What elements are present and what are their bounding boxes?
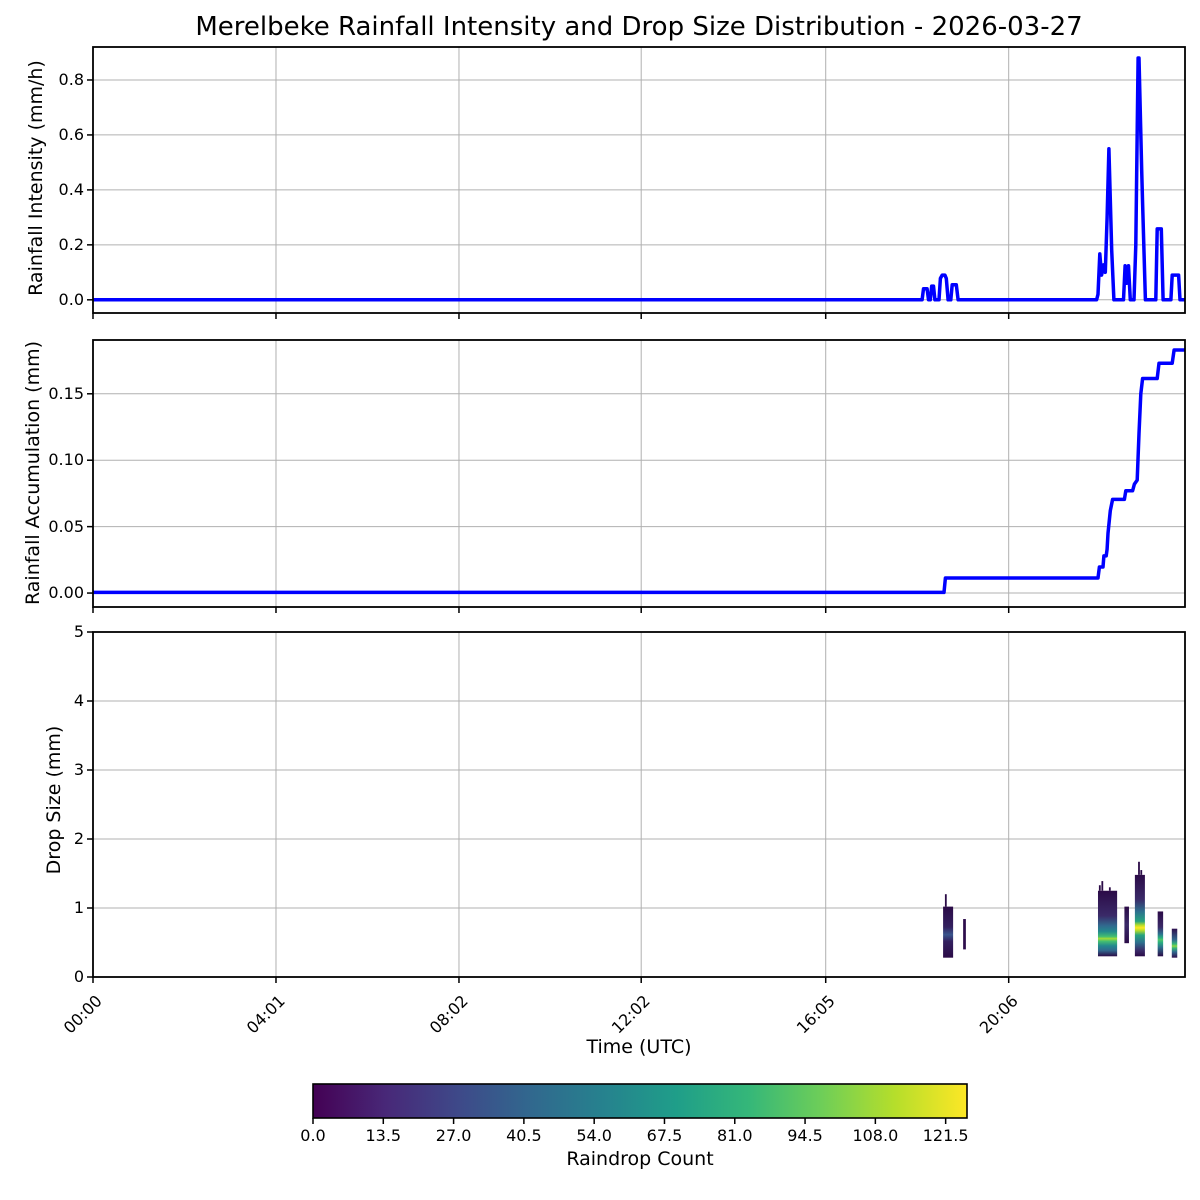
heatmap-spike: [1108, 887, 1111, 891]
y-tick-label: 0.10: [48, 450, 84, 470]
heatmap-spike: [1140, 870, 1143, 875]
y-tick-label: 0.00: [48, 583, 84, 603]
plot-border: [92, 46, 1186, 314]
plot-border: [92, 339, 1186, 608]
heatmap-patch: [943, 906, 954, 958]
heatmap-patch: [1124, 906, 1129, 944]
y-tick-label: 4: [73, 691, 84, 710]
y-tick-label: 0.4: [58, 179, 84, 199]
heatmap-spike: [944, 894, 947, 907]
rainfall-intensity-line: [93, 56, 1185, 302]
y-tick-label: 2: [73, 829, 84, 848]
colorbar-tick-label: 0.0: [300, 1126, 326, 1145]
colorbar-tick-label: 81.0: [716, 1126, 753, 1145]
y-tick-label: 0.05: [48, 516, 84, 536]
y-tick-label: 0.2: [58, 234, 84, 254]
colorbar-tick-label: 27.0: [435, 1126, 472, 1145]
rainfall-accumulation-line: [93, 348, 1185, 595]
plot-border: [92, 631, 1186, 978]
y-tick-label: 0.8: [58, 69, 84, 89]
colorbar-tick-label: 40.5: [506, 1126, 542, 1145]
heatmap-patch: [1157, 911, 1164, 957]
colorbar-tick-label: 67.5: [646, 1126, 683, 1145]
colorbar-label: Raindrop Count: [566, 1148, 714, 1170]
heatmap-spike: [1098, 885, 1101, 891]
heatmap-patch: [1134, 874, 1145, 957]
y-tick-label: 0.15: [48, 383, 84, 403]
colorbar-border: [312, 1083, 968, 1119]
heatmap-patch: [1171, 928, 1178, 958]
heatmap-patch: [1097, 890, 1118, 957]
x-axis-label: Time (UTC): [586, 1036, 692, 1058]
colorbar-tick-label: 54.0: [576, 1126, 612, 1145]
heatmap-patch: [963, 919, 966, 950]
y-tick-label: 0.6: [58, 124, 84, 144]
y-tick-label: 3: [73, 760, 84, 779]
colorbar-tick-label: 94.5: [787, 1126, 823, 1145]
y-tick-label: 1: [73, 898, 84, 917]
y-tick-label: 0: [73, 967, 84, 986]
heatmap-spike: [1101, 881, 1104, 891]
colorbar-tick-label: 121.5: [922, 1126, 969, 1145]
colorbar-gradient: [313, 1084, 967, 1118]
chart-title: Merelbeke Rainfall Intensity and Drop Si…: [195, 12, 1083, 42]
colorbar-tick-label: 108.0: [852, 1126, 899, 1145]
colorbar-tick-label: 13.5: [365, 1126, 402, 1145]
heatmap-spike: [1138, 861, 1140, 875]
y-tick-label: 5: [73, 622, 84, 641]
y-tick-label: 0.0: [58, 289, 84, 309]
